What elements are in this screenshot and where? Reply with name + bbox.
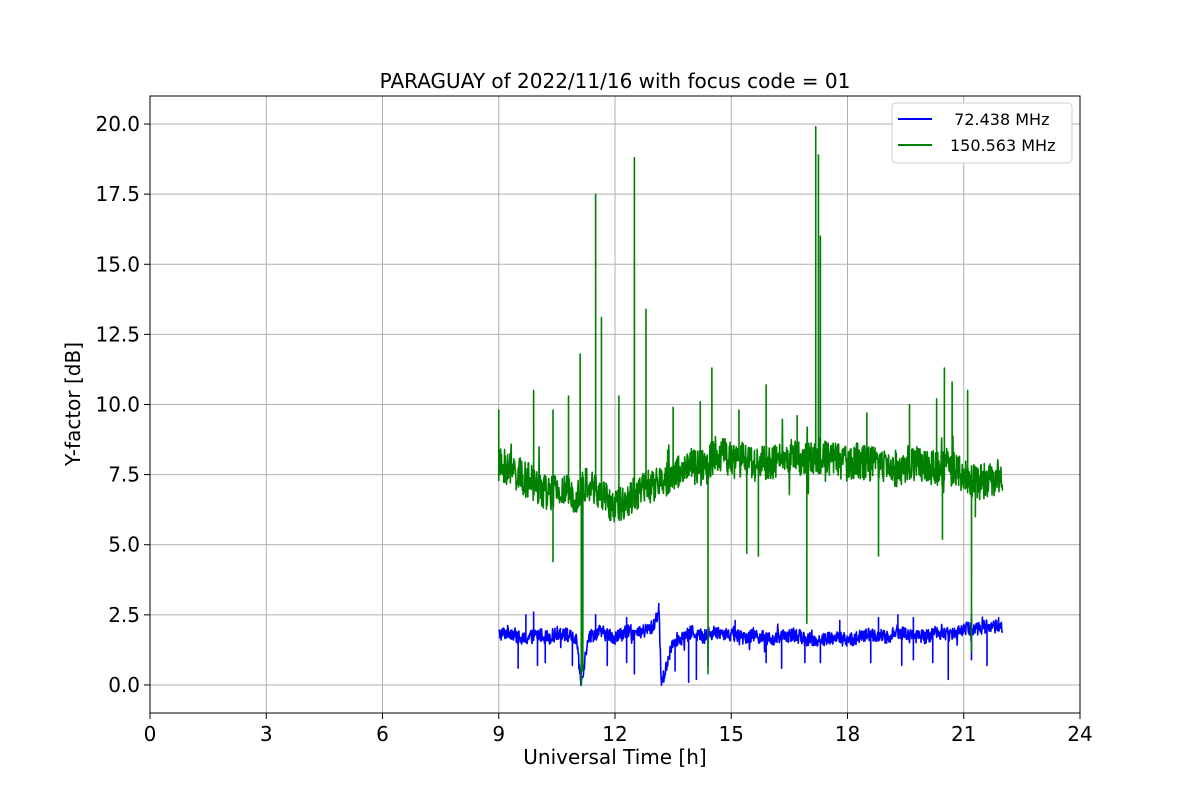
x-tick-label: 3	[260, 722, 273, 746]
y-tick-label: 17.5	[95, 182, 140, 206]
legend-label-150mhz: 150.563 MHz	[950, 136, 1055, 155]
legend: 72.438 MHz 150.563 MHz	[891, 102, 1073, 164]
y-axis-label: Y-factor [dB]	[61, 342, 85, 467]
series-line-1	[497, 126, 1004, 686]
x-tick-label: 12	[602, 722, 627, 746]
y-tick-label: 10.0	[95, 393, 140, 417]
x-tick-label: 6	[376, 722, 389, 746]
x-tick-label: 18	[835, 722, 860, 746]
legend-box	[891, 102, 1073, 164]
x-tick-label: 0	[144, 722, 157, 746]
x-tick-label: 9	[492, 722, 505, 746]
y-tick-label: 12.5	[95, 322, 140, 346]
series-layer	[497, 126, 1004, 687]
y-tick-label: 5.0	[108, 533, 140, 557]
x-axis-label: Universal Time [h]	[523, 745, 706, 769]
x-tick-label: 15	[719, 722, 744, 746]
chart-title: PARAGUAY of 2022/11/16 with focus code =…	[380, 69, 851, 93]
x-tick-label: 21	[951, 722, 976, 746]
x-axis: 0 3 6 9 12 15 18 21 24	[144, 713, 1093, 746]
y-tick-label: 0.0	[108, 673, 140, 697]
y-tick-label: 20.0	[95, 112, 140, 136]
x-tick-label: 24	[1067, 722, 1092, 746]
y-tick-label: 7.5	[108, 463, 140, 487]
y-tick-label: 15.0	[95, 252, 140, 276]
y-tick-label: 2.5	[108, 603, 140, 627]
legend-label-72mhz: 72.438 MHz	[944, 110, 1049, 129]
y-axis: 0.0 2.5 5.0 7.5 10.0 12.5 15.0 17.5 20.0	[95, 112, 150, 697]
